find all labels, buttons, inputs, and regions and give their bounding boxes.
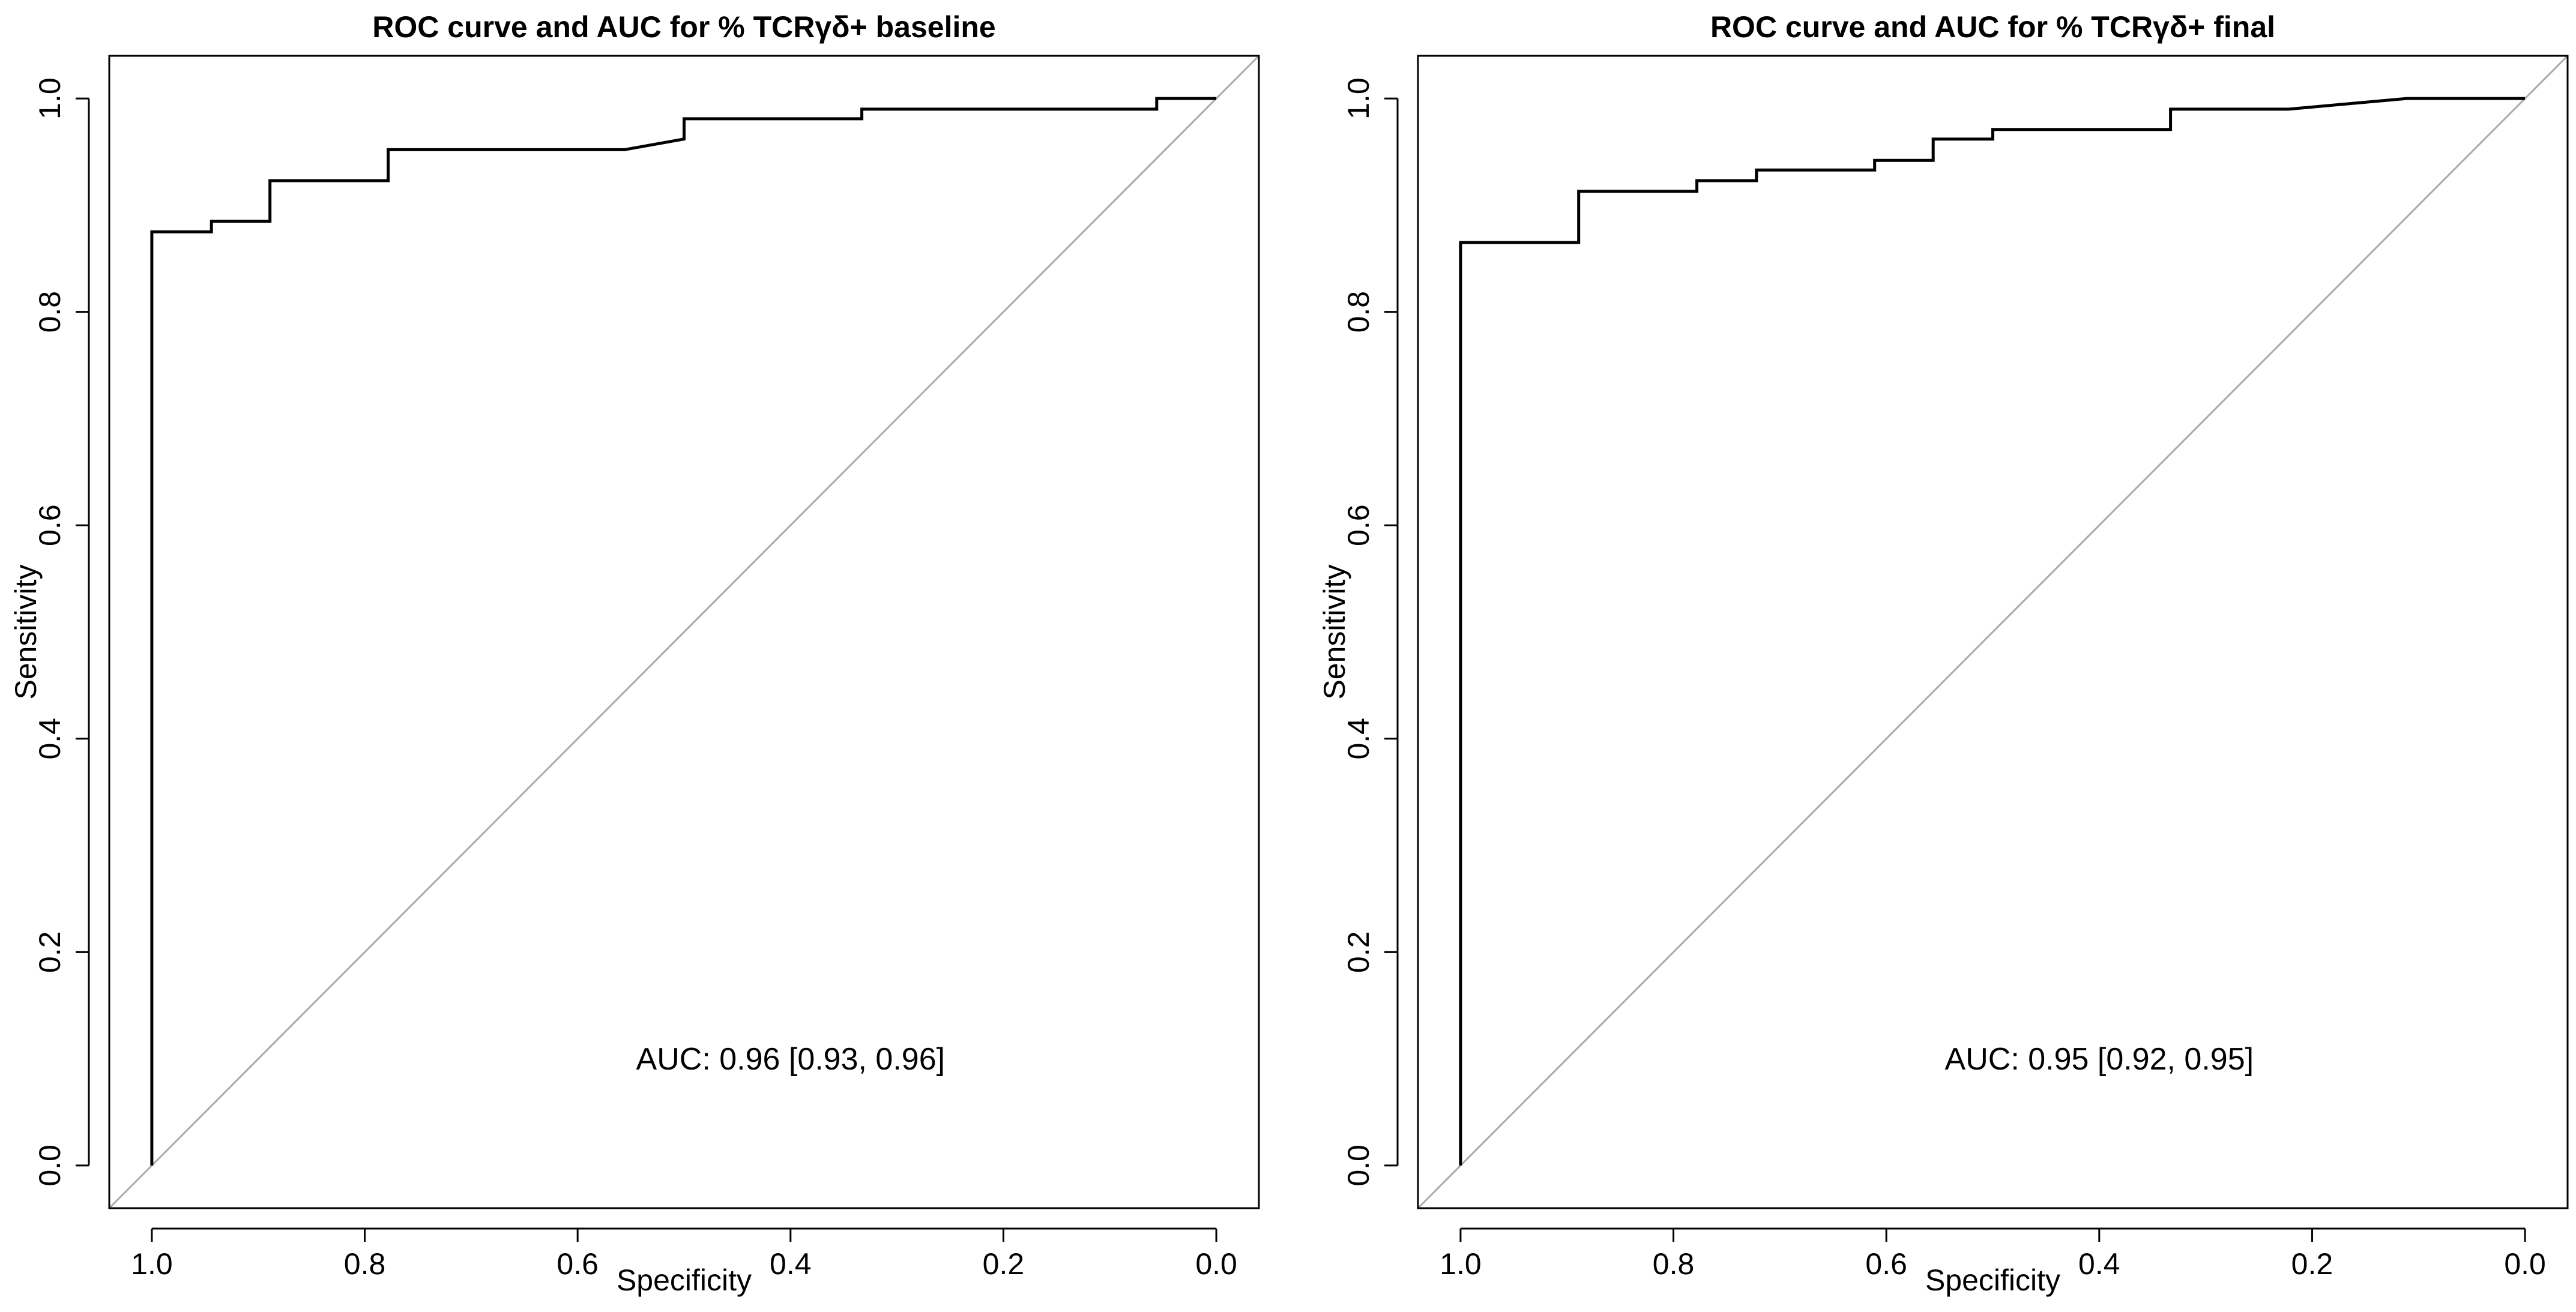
- panel-1-reference-diagonal: [108, 55, 1260, 1209]
- panel-2-reference-diagonal: [1417, 55, 2569, 1209]
- panel-2-x-tick-label: 0.0: [2504, 1247, 2546, 1281]
- panel-1-x-tick-label: 0.0: [1195, 1247, 1237, 1281]
- panel-2-y-tick-label: 0.8: [1342, 291, 1375, 333]
- panel-1-plot-frame: [108, 55, 1260, 1209]
- panel-1-auc-annotation: AUC: 0.96 [0.93, 0.96]: [636, 1042, 946, 1077]
- panel-1-roc-curve: [150, 97, 1217, 1166]
- panel-2-y-tick-label: 0.4: [1342, 718, 1375, 760]
- panel-1-y-tick-label: 0.4: [33, 718, 67, 760]
- panel-1: ROC curve and AUC for % TCRγδ+ baseline 1…: [9, 10, 1260, 1297]
- panel-2-roc-curve: [1459, 97, 2526, 1166]
- panel-1-y-axis-label: Sensitivity: [9, 564, 43, 699]
- panel-2-x-tick-label: 0.6: [1865, 1247, 1907, 1281]
- panel-2-y-tick-label: 0.0: [1342, 1145, 1375, 1187]
- panel-2-y-tick-label: 0.2: [1342, 931, 1375, 973]
- panel-2-y-tick-label: 0.6: [1342, 504, 1375, 546]
- panel-2-x-tick-label: 1.0: [1440, 1247, 1482, 1281]
- panel-1-y-tick-label: 0.8: [33, 291, 67, 333]
- panel-2-y-tick-label: 1.0: [1342, 77, 1375, 119]
- panel-2-y-axis-label: Sensitivity: [1318, 564, 1351, 699]
- panel-1-title: ROC curve and AUC for % TCRγδ+ baseline: [372, 10, 995, 44]
- panel-2-title: ROC curve and AUC for % TCRγδ+ final: [1710, 10, 2275, 44]
- panel-1-y-tick-label: 0.6: [33, 504, 67, 546]
- panel-1-x-axis-label: Specificity: [617, 1263, 752, 1297]
- panel-2-x-tick-label: 0.2: [2291, 1247, 2333, 1281]
- panel-1-x-tick-label: 0.6: [557, 1247, 599, 1281]
- panel-2-x-axis-label: Specificity: [1925, 1263, 2060, 1297]
- panel-2: ROC curve and AUC for % TCRγδ+ final 1.0 0…: [1318, 10, 2569, 1297]
- panel-1-x-tick-label: 0.8: [344, 1247, 386, 1281]
- panel-1-y-tick-label: 0.0: [33, 1145, 67, 1187]
- panel-1-x-tick-label: 0.4: [770, 1247, 812, 1281]
- panel-1-x-tick-label: 1.0: [131, 1247, 173, 1281]
- panel-2-auc-annotation: AUC: 0.95 [0.92, 0.95]: [1945, 1042, 2254, 1077]
- panel-2-x-tick-label: 0.4: [2078, 1247, 2120, 1281]
- panel-1-x-tick-label: 0.2: [983, 1247, 1025, 1281]
- panel-1-y-tick-label: 0.2: [33, 931, 67, 973]
- panel-2-plot-frame: [1417, 55, 2569, 1209]
- panel-2-x-tick-label: 0.8: [1653, 1247, 1695, 1281]
- panel-1-y-tick-label: 1.0: [33, 77, 67, 119]
